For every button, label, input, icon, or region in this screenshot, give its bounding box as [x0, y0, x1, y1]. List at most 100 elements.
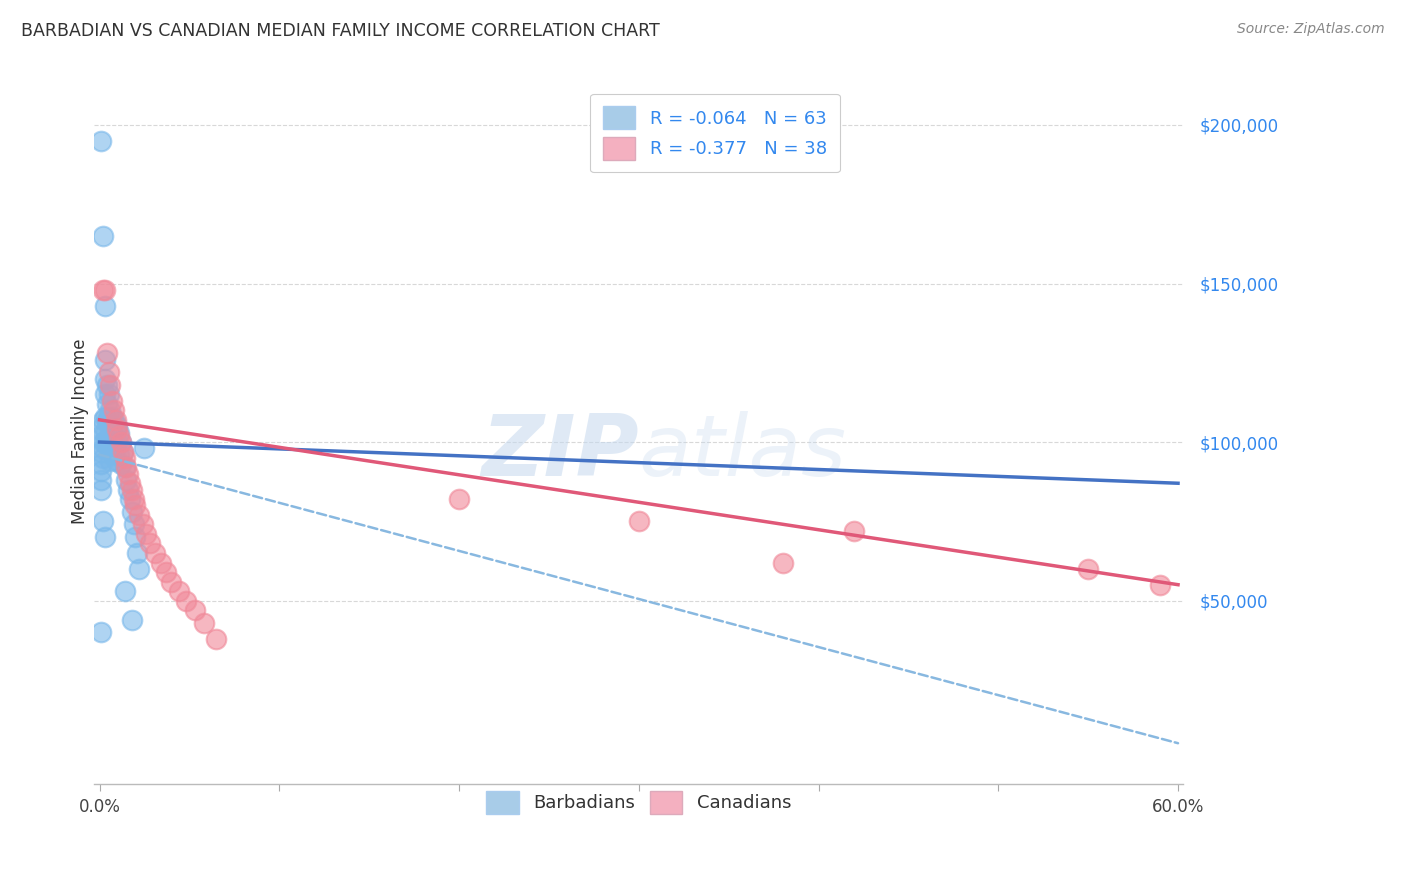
Point — [205, 632, 228, 646]
Point — [121, 505, 143, 519]
Point — [627, 514, 650, 528]
Point — [108, 448, 131, 462]
Point — [94, 352, 117, 367]
Point — [90, 483, 112, 497]
Point — [103, 428, 125, 442]
Point — [155, 565, 177, 579]
Point — [193, 615, 215, 630]
Point — [1149, 577, 1171, 591]
Point — [110, 435, 132, 450]
Point — [103, 448, 125, 462]
Point — [117, 467, 139, 481]
Point — [94, 425, 117, 440]
Point — [108, 428, 131, 442]
Point — [94, 409, 117, 424]
Point — [107, 422, 129, 436]
Point — [174, 593, 197, 607]
Point — [101, 444, 124, 458]
Point — [104, 442, 127, 456]
Point — [91, 413, 114, 427]
Point — [110, 435, 132, 450]
Point — [143, 546, 166, 560]
Point — [184, 603, 207, 617]
Point — [114, 450, 136, 465]
Point — [96, 413, 118, 427]
Point — [149, 556, 172, 570]
Point — [135, 527, 157, 541]
Point — [127, 546, 149, 560]
Point — [117, 483, 139, 497]
Point — [111, 444, 134, 458]
Point — [97, 428, 120, 442]
Point — [97, 365, 120, 379]
Point — [111, 444, 134, 458]
Point — [447, 492, 470, 507]
Point — [167, 584, 190, 599]
Point — [1077, 562, 1099, 576]
Point — [120, 476, 142, 491]
Point — [128, 508, 150, 522]
Point — [90, 444, 112, 458]
Point — [120, 492, 142, 507]
Point — [91, 425, 114, 440]
Point — [104, 413, 127, 427]
Point — [104, 422, 127, 436]
Point — [91, 442, 114, 456]
Point — [160, 574, 183, 589]
Point — [103, 413, 125, 427]
Point — [94, 530, 117, 544]
Point — [98, 438, 121, 452]
Point — [98, 419, 121, 434]
Point — [115, 473, 138, 487]
Point — [134, 442, 156, 456]
Point — [115, 460, 138, 475]
Point — [91, 450, 114, 465]
Point — [98, 403, 121, 417]
Point — [107, 435, 129, 450]
Point — [772, 556, 794, 570]
Text: BARBADIAN VS CANADIAN MEDIAN FAMILY INCOME CORRELATION CHART: BARBADIAN VS CANADIAN MEDIAN FAMILY INCO… — [21, 22, 659, 40]
Point — [94, 371, 117, 385]
Point — [121, 483, 143, 497]
Point — [108, 425, 131, 440]
Point — [96, 378, 118, 392]
Point — [96, 435, 118, 450]
Point — [91, 229, 114, 244]
Point — [90, 625, 112, 640]
Point — [97, 442, 120, 456]
Point — [96, 397, 118, 411]
Point — [103, 403, 125, 417]
Point — [128, 562, 150, 576]
Point — [91, 419, 114, 434]
Point — [139, 536, 162, 550]
Point — [98, 454, 121, 468]
Point — [94, 387, 117, 401]
Point — [131, 517, 153, 532]
Point — [90, 464, 112, 478]
Point — [124, 499, 146, 513]
Point — [101, 425, 124, 440]
Y-axis label: Median Family Income: Median Family Income — [72, 338, 89, 524]
Text: Source: ZipAtlas.com: Source: ZipAtlas.com — [1237, 22, 1385, 37]
Point — [90, 134, 112, 148]
Point — [96, 346, 118, 360]
Point — [94, 299, 117, 313]
Point — [122, 492, 145, 507]
Point — [122, 517, 145, 532]
Point — [121, 613, 143, 627]
Point — [94, 283, 117, 297]
Point — [97, 387, 120, 401]
Point — [91, 283, 114, 297]
Legend: Barbadians, Canadians: Barbadians, Canadians — [475, 780, 801, 825]
Text: ZIP: ZIP — [481, 410, 638, 493]
Point — [90, 473, 112, 487]
Point — [114, 584, 136, 599]
Point — [124, 530, 146, 544]
Text: atlas: atlas — [638, 410, 846, 493]
Point — [107, 454, 129, 468]
Point — [114, 460, 136, 475]
Point — [844, 524, 866, 538]
Point — [101, 409, 124, 424]
Point — [110, 457, 132, 471]
Point — [90, 457, 112, 471]
